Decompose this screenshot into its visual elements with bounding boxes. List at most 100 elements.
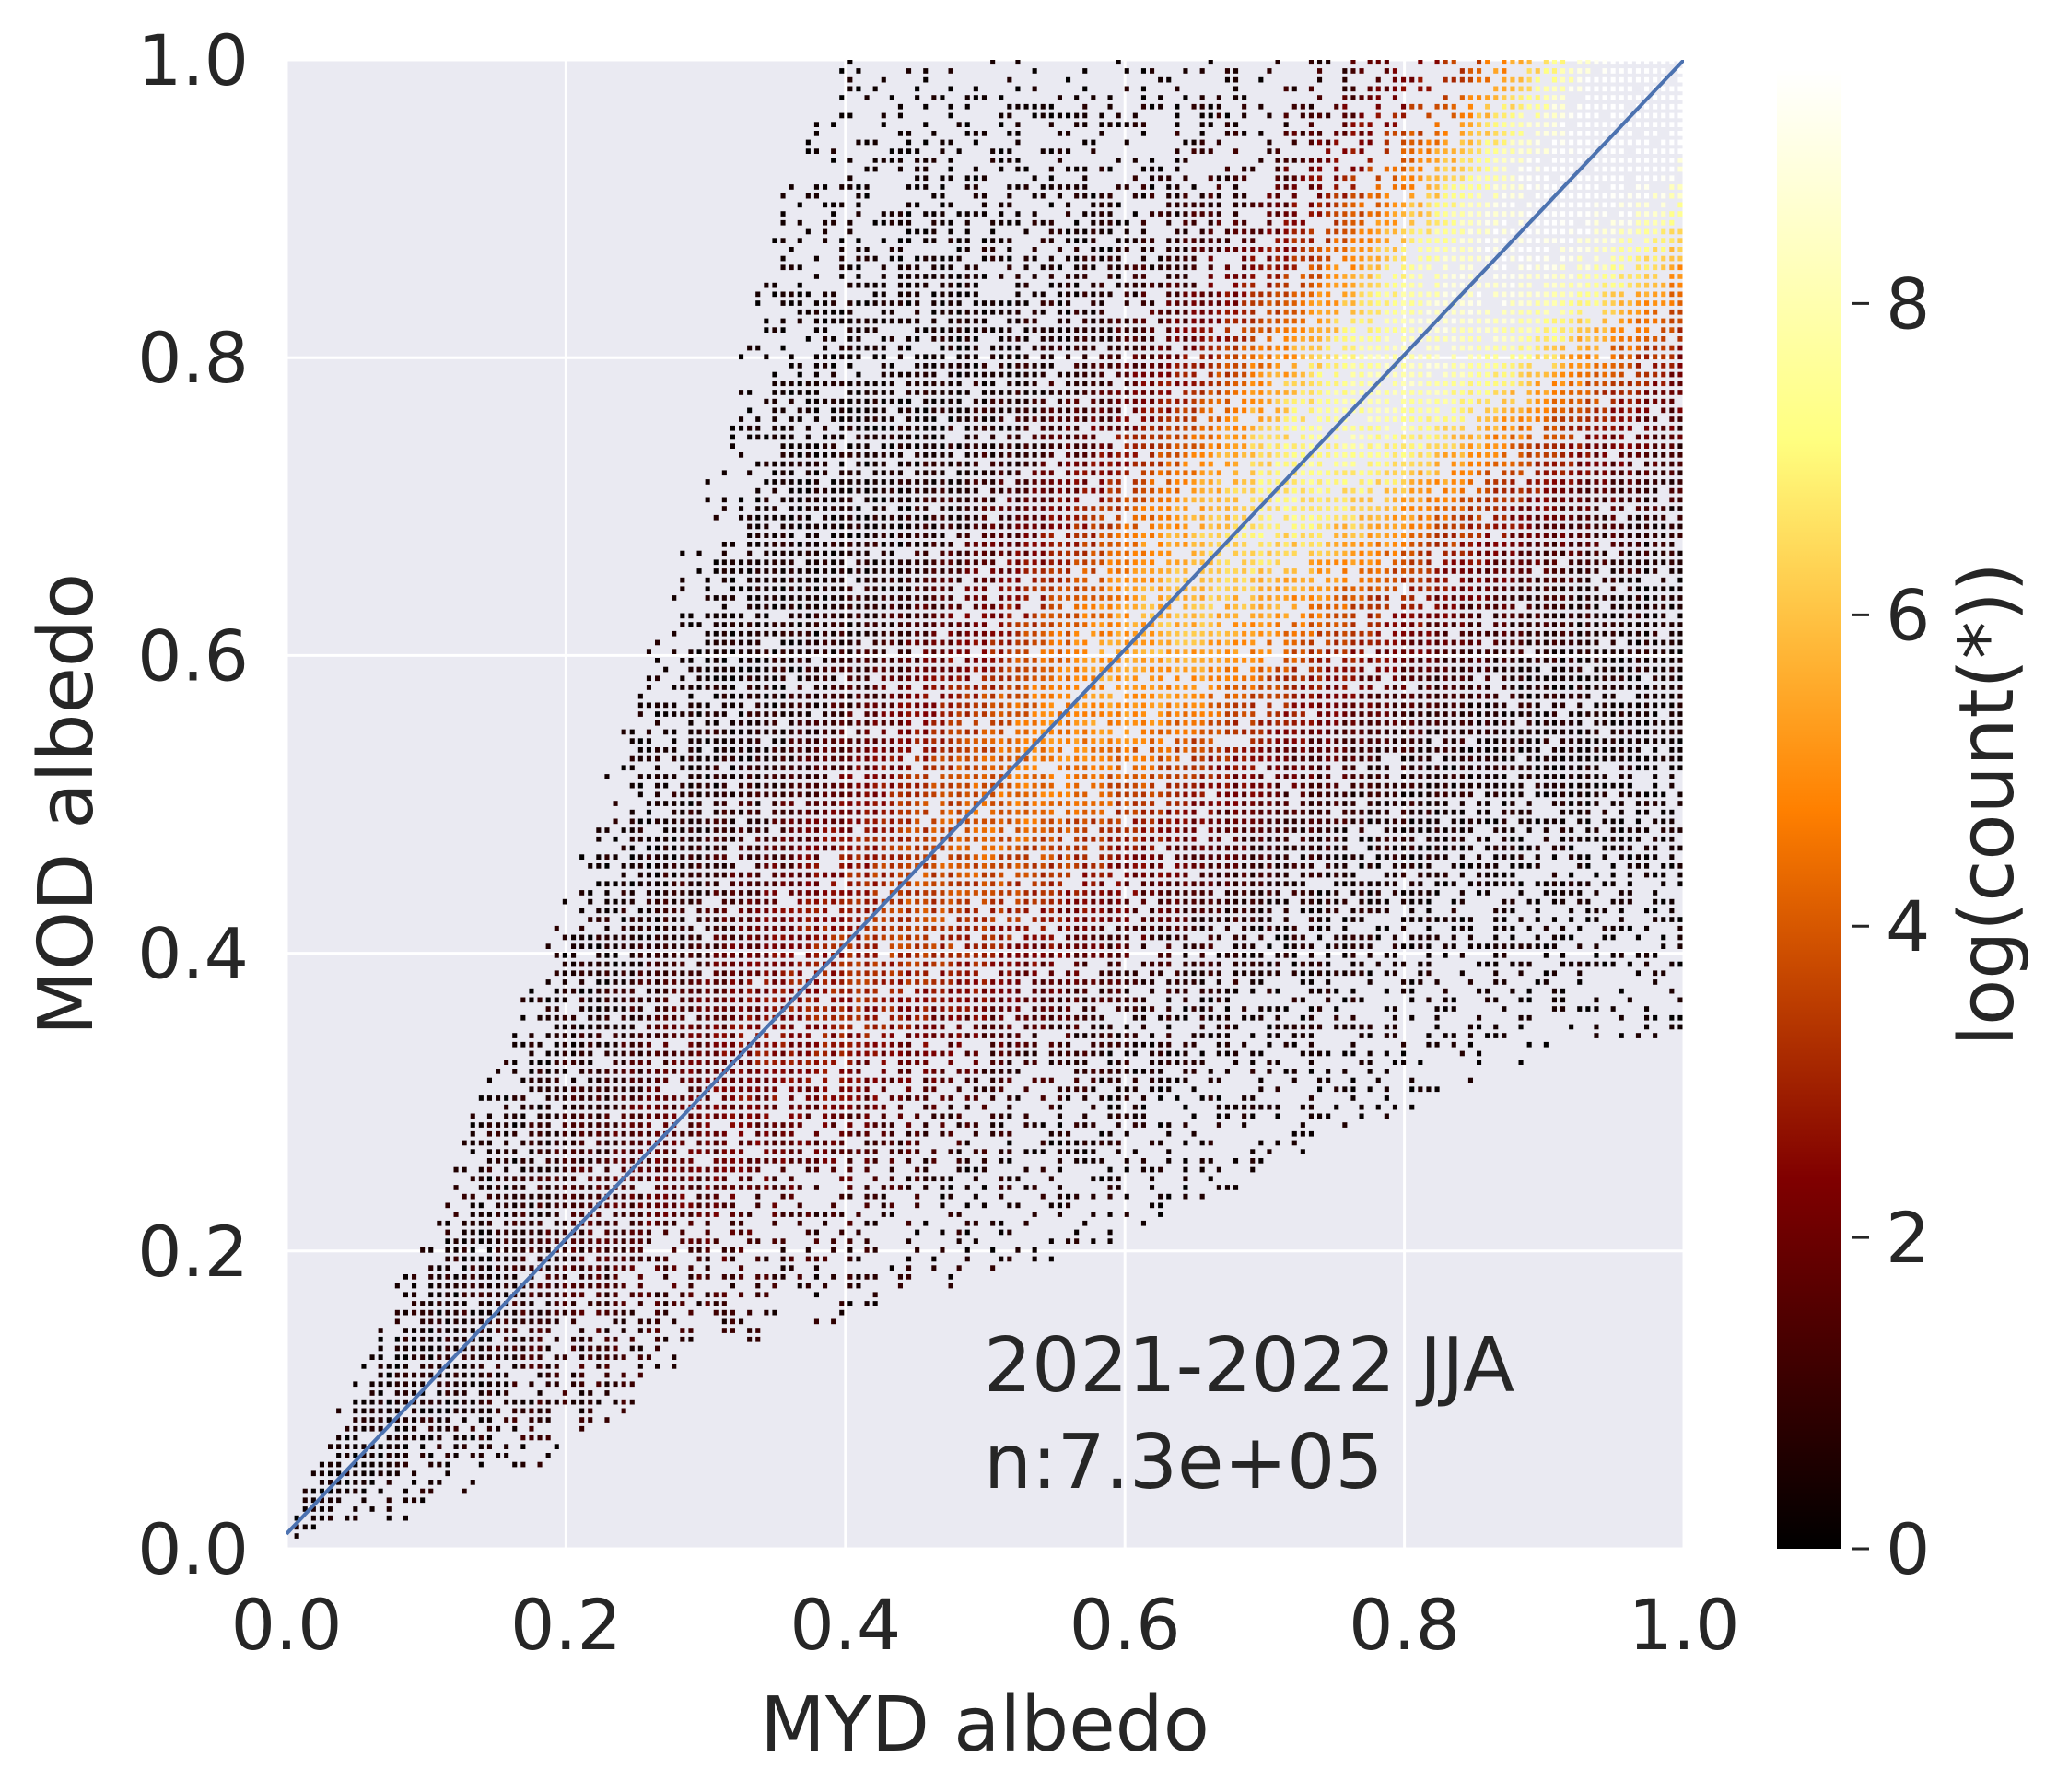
density-cell [915,675,919,681]
density-cell [814,1265,819,1271]
density-cell [772,595,777,601]
density-cell [806,873,811,878]
density-cell [906,658,911,663]
density-cell [890,533,894,538]
density-cell [882,399,886,404]
density-cell [781,1149,786,1154]
density-cell [755,730,760,735]
density-cell [520,1158,525,1164]
density-cell [789,667,794,673]
density-cell [814,148,819,154]
density-cell [739,694,743,699]
density-cell [915,1060,919,1065]
density-cell [890,247,894,252]
density-cell [730,1283,735,1289]
density-cell [906,917,911,922]
density-cell [823,184,827,190]
density-cell [614,1346,618,1352]
density-cell [923,140,928,146]
density-cell [823,1221,827,1226]
density-cell [931,989,936,994]
density-cell [949,506,953,511]
density-cell [520,1015,525,1021]
density-cell [622,1015,626,1021]
density-cell [814,640,819,646]
density-cell [764,498,768,503]
density-cell [730,1247,735,1253]
density-cell [563,953,567,958]
density-cell [982,542,987,547]
density-cell [906,792,911,798]
density-cell [688,854,693,860]
density-cell [865,1221,870,1226]
density-cell [722,506,727,511]
density-cell [873,854,878,860]
density-cell [890,542,894,547]
density-cell [739,765,743,770]
density-cell [931,515,936,521]
density-cell [353,1506,357,1512]
density-cell [647,1069,651,1074]
density-cell [873,846,878,851]
density-cell [663,1149,668,1154]
density-cell [856,87,860,92]
density-cell [747,756,752,762]
density-cell [847,1131,852,1137]
density-cell [839,247,844,252]
density-cell [428,1489,433,1494]
density-cell [789,300,794,306]
density-cell [655,1015,660,1021]
density-cell [663,989,668,994]
density-cell [898,998,903,1003]
density-cell [614,1095,618,1101]
density-cell [555,953,559,958]
density-cell [739,926,743,931]
density-cell [890,1141,894,1146]
density-cell [831,586,836,591]
density-cell [839,1015,844,1021]
density-cell [588,1078,592,1083]
density-cell [882,962,886,967]
density-cell [755,873,760,878]
density-cell [949,390,953,395]
density-cell [630,962,635,967]
density-cell [437,1283,441,1289]
density-cell [923,935,928,941]
density-cell [755,1015,760,1021]
density-cell [781,943,786,949]
density-cell [437,1221,441,1226]
density-cell [814,917,819,922]
density-cell [479,1453,484,1458]
density-cell [814,533,819,538]
density-cell [814,1158,819,1164]
density-cell [890,703,894,709]
density-cell [856,783,860,789]
density-cell [764,578,768,583]
density-cell [555,1238,559,1244]
density-cell [588,1105,592,1110]
density-cell [655,881,660,886]
density-cell [965,917,970,922]
density-cell [806,1015,811,1021]
density-cell [890,747,894,753]
density-cell [831,873,836,878]
density-cell [420,1301,425,1306]
density-cell [965,211,970,217]
density-cell [496,1131,500,1137]
density-cell [546,1122,551,1128]
density-cell [647,774,651,779]
density-cell [940,551,944,556]
density-cell [949,970,953,976]
density-cell [806,783,811,789]
density-cell [974,1095,978,1101]
density-cell [697,1131,702,1137]
density-cell [622,873,626,878]
density-cell [328,1497,333,1503]
density-cell [512,1354,517,1360]
density-cell [965,649,970,654]
density-cell [898,756,903,762]
density-cell [856,336,860,342]
density-cell [638,1346,643,1352]
density-cell [529,1319,533,1325]
density-cell [957,810,962,815]
